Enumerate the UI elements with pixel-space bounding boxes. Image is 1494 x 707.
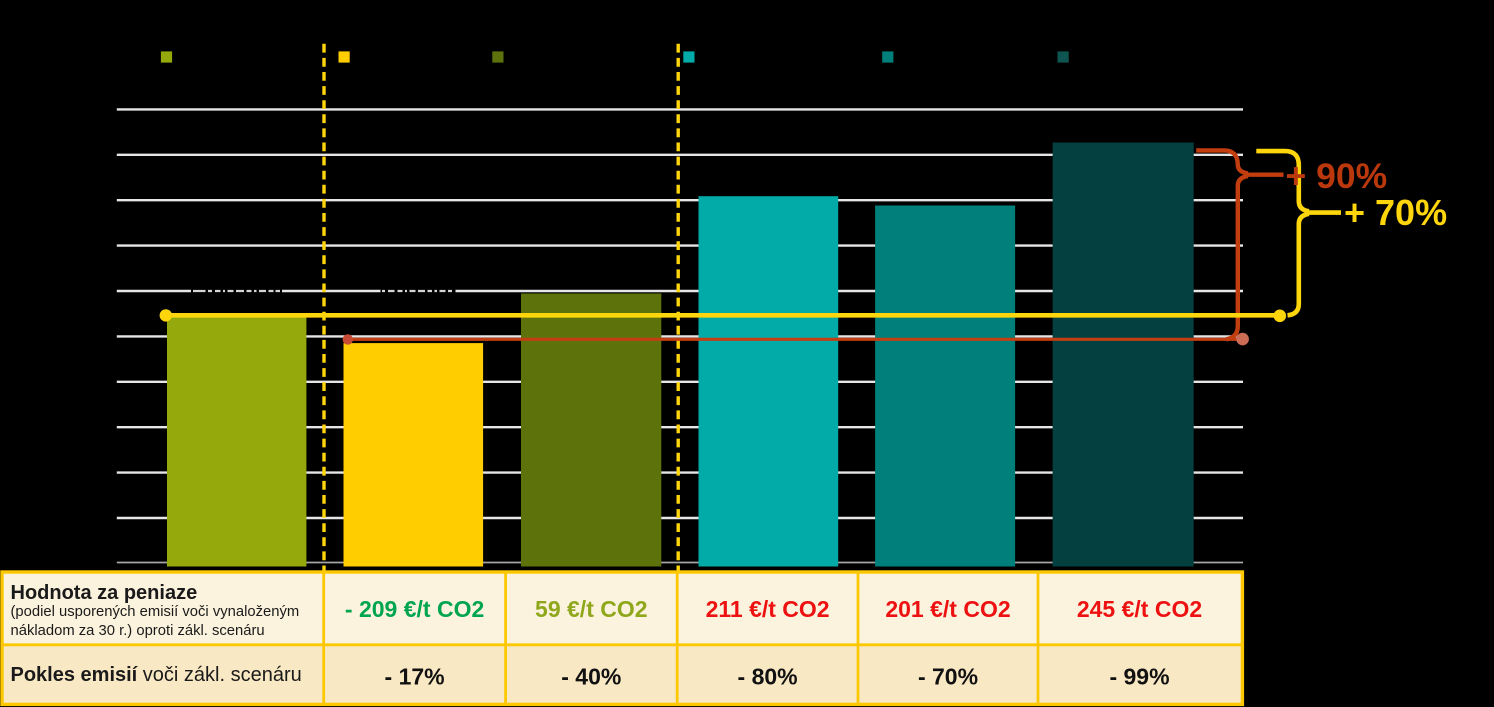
svg-text:201 €/t CO2: 201 €/t CO2 xyxy=(885,596,1010,622)
svg-text:Pokles emisií voči zákl. scená: Pokles emisií voči zákl. scenáru xyxy=(11,664,302,686)
svg-text:- 70%: - 70% xyxy=(918,664,978,690)
svg-text:- 40%: - 40% xyxy=(561,664,621,690)
svg-text:+ 90%: + 90% xyxy=(1286,156,1388,196)
svg-text:211 €/t CO2: 211 €/t CO2 xyxy=(706,596,830,622)
svg-text:- 99%: - 99% xyxy=(1109,664,1169,690)
svg-text:245 €/t CO2: 245 €/t CO2 xyxy=(1077,596,1202,622)
svg-text:59 €/t CO2: 59 €/t CO2 xyxy=(535,596,648,622)
svg-text:+ 70%: + 70% xyxy=(1344,192,1447,233)
svg-text:- 17%: - 17% xyxy=(385,664,445,690)
svg-text:(podiel usporených emisií voči: (podiel usporených emisií voči vynaložen… xyxy=(11,604,300,620)
svg-text:- 80%: - 80% xyxy=(738,664,798,690)
svg-text:Hodnota za peniaze: Hodnota za peniaze xyxy=(11,582,198,604)
svg-text:- 209 €/t CO2: - 209 €/t CO2 xyxy=(345,596,484,622)
svg-text:nákladom za 30 r.) oproti zákl: nákladom za 30 r.) oproti zákl. scenáru xyxy=(11,623,265,639)
